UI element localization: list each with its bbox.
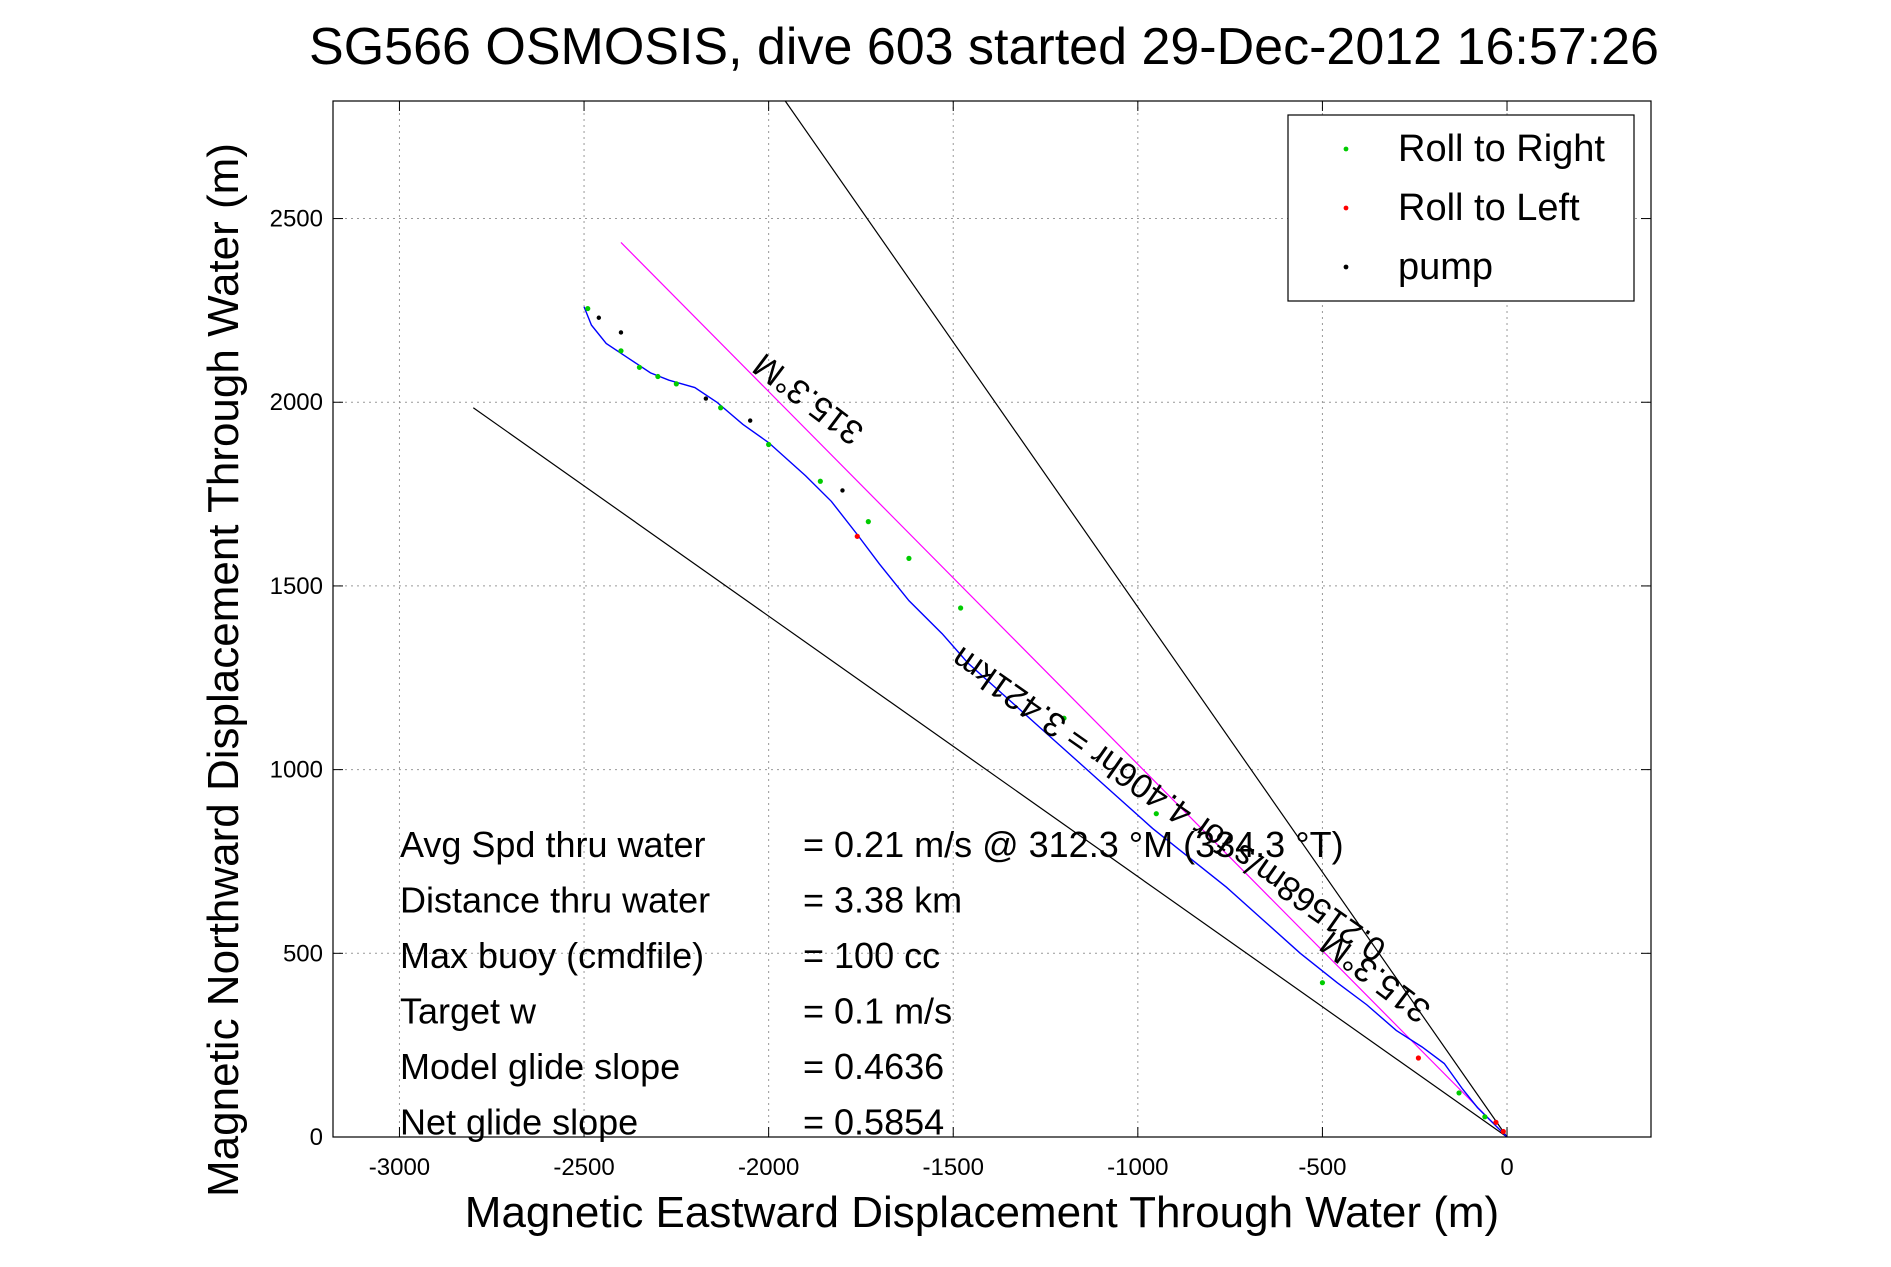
stat-value: = 100 cc — [803, 935, 940, 976]
track — [583, 306, 1508, 1138]
current-label: 0.21568m/s for 4.406hr = 3.421km — [945, 639, 1393, 969]
legend-label: Roll to Left — [1398, 187, 1580, 229]
roll-right-point — [673, 381, 679, 387]
x-tick-label: 0 — [1500, 1154, 1513, 1181]
roll-right-point — [655, 373, 661, 380]
pump-point — [840, 488, 845, 493]
stat-value: = 0.21 m/s @ 312.3 °M (334.3 °T) — [803, 824, 1344, 865]
roll-right-point — [718, 405, 724, 411]
pump-point — [618, 330, 624, 335]
roll-right-point — [958, 605, 964, 611]
legend-marker — [1343, 146, 1349, 152]
y-tick-label: 0 — [310, 1124, 323, 1151]
plot-frame — [332, 100, 1652, 1138]
roll-right-point — [585, 305, 591, 312]
roll-left-point — [1493, 1119, 1499, 1125]
stat-value: = 0.5854 — [803, 1102, 944, 1143]
roll-right-point — [636, 364, 643, 370]
pump-point — [596, 315, 602, 320]
x-tick-label: -500 — [1298, 1154, 1346, 1181]
legend-marker — [1343, 205, 1349, 211]
axis-ticks: -3000 -2500 -2000 -1500 -1000 -500 0 0 500 1000 15… — [270, 101, 1651, 1181]
reference-line — [784, 100, 1508, 1138]
stat-value: = 0.4636 — [803, 1046, 944, 1087]
stat-label: Distance thru water — [400, 880, 710, 921]
legend-label: Roll to Right — [1398, 128, 1605, 170]
roll-left-point — [854, 533, 860, 539]
roll-right-point — [1482, 1114, 1488, 1120]
y-tick-label: 2500 — [270, 206, 323, 233]
roll-right-point — [865, 519, 871, 525]
roll-left-point — [1500, 1128, 1506, 1135]
track-line — [583, 306, 1508, 1138]
heading-label-upper: 315.3°M — [746, 345, 870, 452]
stat-label: Avg Spd thru water — [400, 824, 706, 865]
stats-block: Avg Spd thru water = 0.21 m/s @ 312.3 °M … — [400, 824, 1344, 1143]
x-axis-label: Magnetic Eastward Displacement Through W… — [465, 1188, 1499, 1237]
y-axis-label: Magnetic Northward Displacement Through … — [199, 143, 248, 1197]
roll-right-point — [817, 478, 823, 484]
legend-marker — [1343, 264, 1349, 270]
roll-right-point — [1153, 811, 1159, 817]
y-tick-label: 500 — [283, 940, 323, 967]
x-tick-label: -2000 — [738, 1154, 799, 1181]
roll-left-point — [1415, 1055, 1422, 1061]
y-tick-label: 1500 — [270, 573, 323, 600]
x-tick-label: -1500 — [923, 1154, 984, 1181]
legend: Roll to Right Roll to Left pump — [1287, 114, 1635, 302]
x-tick-label: -2500 — [553, 1154, 614, 1181]
pump-point — [703, 396, 709, 401]
x-tick-label: -1000 — [1107, 1154, 1168, 1181]
stat-label: Model glide slope — [400, 1046, 680, 1087]
stat-value: = 3.38 km — [803, 880, 962, 921]
stat-label: Max buoy (cmdfile) — [400, 935, 704, 976]
stat-label: Target w — [400, 991, 537, 1032]
stat-label: Net glide slope — [400, 1102, 638, 1143]
reference-lines — [472, 100, 1508, 1138]
y-tick-label: 2000 — [270, 389, 323, 416]
roll-right-point — [1319, 980, 1326, 986]
roll-right-point — [1061, 715, 1067, 721]
roll-right-point — [618, 348, 624, 354]
stat-value: = 0.1 m/s — [803, 991, 952, 1032]
roll-right-point — [766, 441, 772, 448]
pump-point — [747, 418, 753, 423]
chart-title: SG566 OSMOSIS, dive 603 started 29-Dec-2… — [309, 18, 1659, 76]
y-tick-label: 1000 — [270, 757, 323, 784]
legend-label: pump — [1398, 246, 1493, 288]
x-tick-label: -3000 — [369, 1154, 430, 1181]
reference-line — [620, 242, 1508, 1138]
reference-line — [472, 407, 1508, 1138]
markers — [585, 305, 1506, 1135]
roll-right-point — [1456, 1090, 1462, 1096]
roll-right-point — [906, 555, 912, 561]
